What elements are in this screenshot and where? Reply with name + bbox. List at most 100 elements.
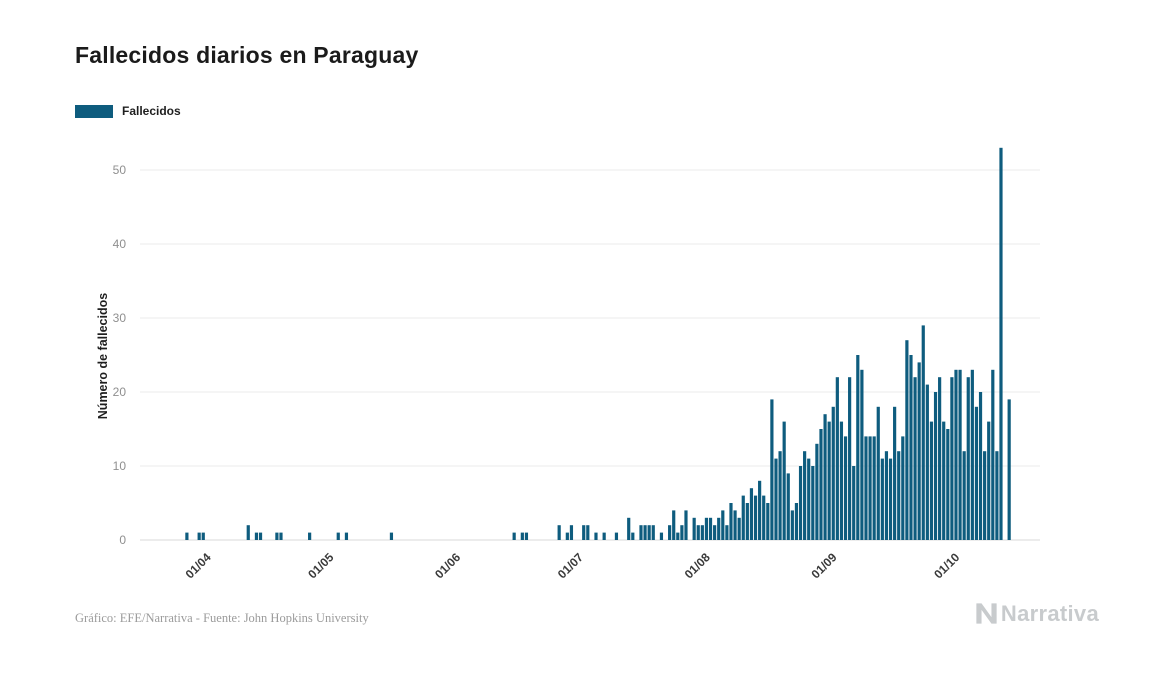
brand-logo: Narrativa bbox=[973, 600, 1099, 627]
bar bbox=[520, 532, 524, 540]
bar bbox=[933, 392, 938, 540]
bar bbox=[835, 377, 839, 540]
bar bbox=[704, 517, 709, 540]
x-tick-label: 01/04 bbox=[183, 550, 214, 581]
bar bbox=[807, 458, 811, 540]
bar bbox=[614, 532, 619, 540]
bar bbox=[913, 377, 917, 540]
bar bbox=[921, 325, 925, 540]
bar bbox=[823, 414, 827, 540]
bar bbox=[389, 532, 394, 540]
y-tick-label: 0 bbox=[119, 533, 126, 547]
bar bbox=[766, 503, 770, 540]
bar bbox=[925, 384, 929, 540]
y-tick-label: 20 bbox=[113, 385, 127, 399]
bar bbox=[946, 429, 950, 540]
bar bbox=[962, 451, 966, 540]
bar bbox=[970, 369, 974, 540]
bar bbox=[745, 503, 749, 540]
bar bbox=[512, 532, 516, 540]
bar bbox=[254, 532, 259, 540]
chart-title: Fallecidos diarios en Paraguay bbox=[75, 42, 419, 68]
bar bbox=[803, 451, 807, 540]
bar bbox=[999, 147, 1003, 541]
bar bbox=[631, 532, 635, 540]
bar bbox=[897, 451, 901, 540]
bar bbox=[308, 532, 312, 540]
bar bbox=[594, 532, 598, 540]
bar bbox=[1007, 399, 1011, 540]
bar bbox=[987, 421, 991, 540]
bar bbox=[643, 525, 647, 540]
bar bbox=[950, 377, 954, 540]
bar bbox=[680, 525, 684, 540]
bar bbox=[954, 369, 958, 540]
x-tick-label: 01/09 bbox=[808, 550, 839, 581]
bar bbox=[569, 525, 574, 540]
bar bbox=[774, 458, 778, 540]
bar bbox=[831, 406, 835, 540]
bar bbox=[336, 532, 340, 540]
bar bbox=[758, 480, 762, 540]
bar bbox=[991, 369, 995, 540]
bar bbox=[279, 532, 283, 540]
x-tick-label: 01/07 bbox=[555, 550, 586, 581]
grid-layer: 0 10 20 30 40 50 bbox=[113, 163, 1040, 547]
bar bbox=[843, 436, 848, 540]
bar bbox=[958, 369, 962, 540]
x-axis-layer: 01/04 01/05 01/06 01/07 01/08 01/09 01/10 bbox=[183, 550, 963, 581]
bar-layer bbox=[185, 147, 1011, 541]
y-tick-label: 10 bbox=[113, 459, 127, 473]
bar bbox=[692, 517, 696, 540]
bar bbox=[717, 517, 721, 540]
bar bbox=[741, 495, 745, 540]
bar bbox=[798, 466, 803, 540]
bar bbox=[974, 406, 979, 540]
bar bbox=[246, 525, 250, 540]
bar bbox=[696, 525, 700, 540]
bar bbox=[827, 421, 831, 540]
bar bbox=[524, 532, 529, 540]
bar bbox=[275, 532, 279, 540]
bar bbox=[966, 377, 970, 540]
bar bbox=[978, 392, 983, 540]
bar bbox=[602, 532, 606, 540]
bar bbox=[839, 421, 844, 540]
y-tick-label: 40 bbox=[113, 237, 127, 251]
bar bbox=[201, 532, 205, 540]
bar bbox=[995, 451, 999, 540]
bar bbox=[770, 399, 774, 540]
bar bbox=[344, 532, 349, 540]
x-tick-label: 01/10 bbox=[931, 550, 962, 581]
legend-swatch bbox=[75, 104, 113, 118]
bar bbox=[557, 525, 561, 540]
bar bbox=[938, 377, 942, 540]
bar bbox=[582, 525, 586, 540]
legend: Fallecidos bbox=[75, 104, 181, 118]
bar bbox=[762, 495, 766, 540]
bar bbox=[586, 525, 590, 540]
bar bbox=[868, 436, 872, 540]
bar bbox=[753, 495, 758, 540]
y-axis-title: Número de fallecidos bbox=[96, 293, 110, 419]
bar bbox=[790, 510, 794, 540]
bar bbox=[909, 355, 913, 540]
bar bbox=[778, 451, 782, 540]
bar bbox=[860, 369, 864, 540]
bar bbox=[876, 406, 880, 540]
bar bbox=[864, 436, 868, 540]
bar bbox=[651, 525, 655, 540]
bar bbox=[721, 510, 725, 540]
bar bbox=[672, 510, 676, 540]
bar bbox=[815, 443, 819, 540]
x-tick-label: 01/06 bbox=[432, 550, 463, 581]
bar bbox=[905, 340, 909, 540]
bar bbox=[627, 517, 631, 540]
bar bbox=[872, 436, 876, 540]
bar bbox=[794, 503, 799, 540]
bar bbox=[888, 458, 893, 540]
bar bbox=[786, 473, 790, 540]
narrativa-n-icon bbox=[976, 603, 997, 624]
